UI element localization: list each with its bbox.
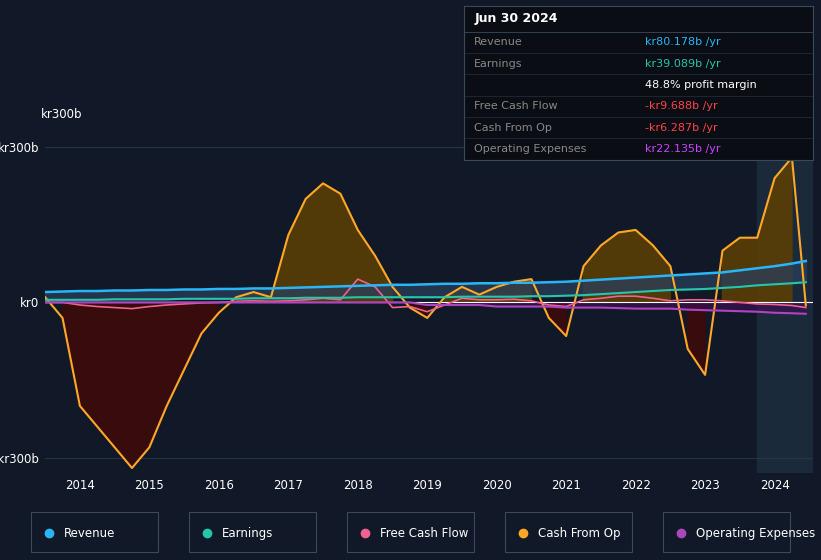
Text: Earnings: Earnings	[222, 526, 273, 540]
Text: 48.8% profit margin: 48.8% profit margin	[645, 80, 757, 90]
Text: -kr6.287b /yr: -kr6.287b /yr	[645, 123, 718, 133]
Text: Free Cash Flow: Free Cash Flow	[475, 101, 558, 111]
Text: Jun 30 2024: Jun 30 2024	[475, 12, 557, 25]
FancyBboxPatch shape	[189, 512, 316, 552]
Text: -kr9.688b /yr: -kr9.688b /yr	[645, 101, 718, 111]
Text: kr39.089b /yr: kr39.089b /yr	[645, 59, 721, 69]
Text: Revenue: Revenue	[475, 38, 523, 48]
Text: Cash From Op: Cash From Op	[538, 526, 620, 540]
Text: kr22.135b /yr: kr22.135b /yr	[645, 144, 721, 154]
Bar	[757, 132, 813, 473]
FancyBboxPatch shape	[505, 512, 632, 552]
FancyBboxPatch shape	[663, 512, 790, 552]
Text: Free Cash Flow: Free Cash Flow	[379, 526, 468, 540]
FancyBboxPatch shape	[31, 512, 158, 552]
Text: Operating Expenses: Operating Expenses	[475, 144, 587, 154]
Text: Earnings: Earnings	[475, 59, 523, 69]
Text: Revenue: Revenue	[64, 526, 115, 540]
FancyBboxPatch shape	[347, 512, 475, 552]
Text: kr300b: kr300b	[41, 108, 83, 122]
Text: Operating Expenses: Operating Expenses	[696, 526, 815, 540]
Text: Cash From Op: Cash From Op	[475, 123, 553, 133]
Text: kr80.178b /yr: kr80.178b /yr	[645, 38, 721, 48]
